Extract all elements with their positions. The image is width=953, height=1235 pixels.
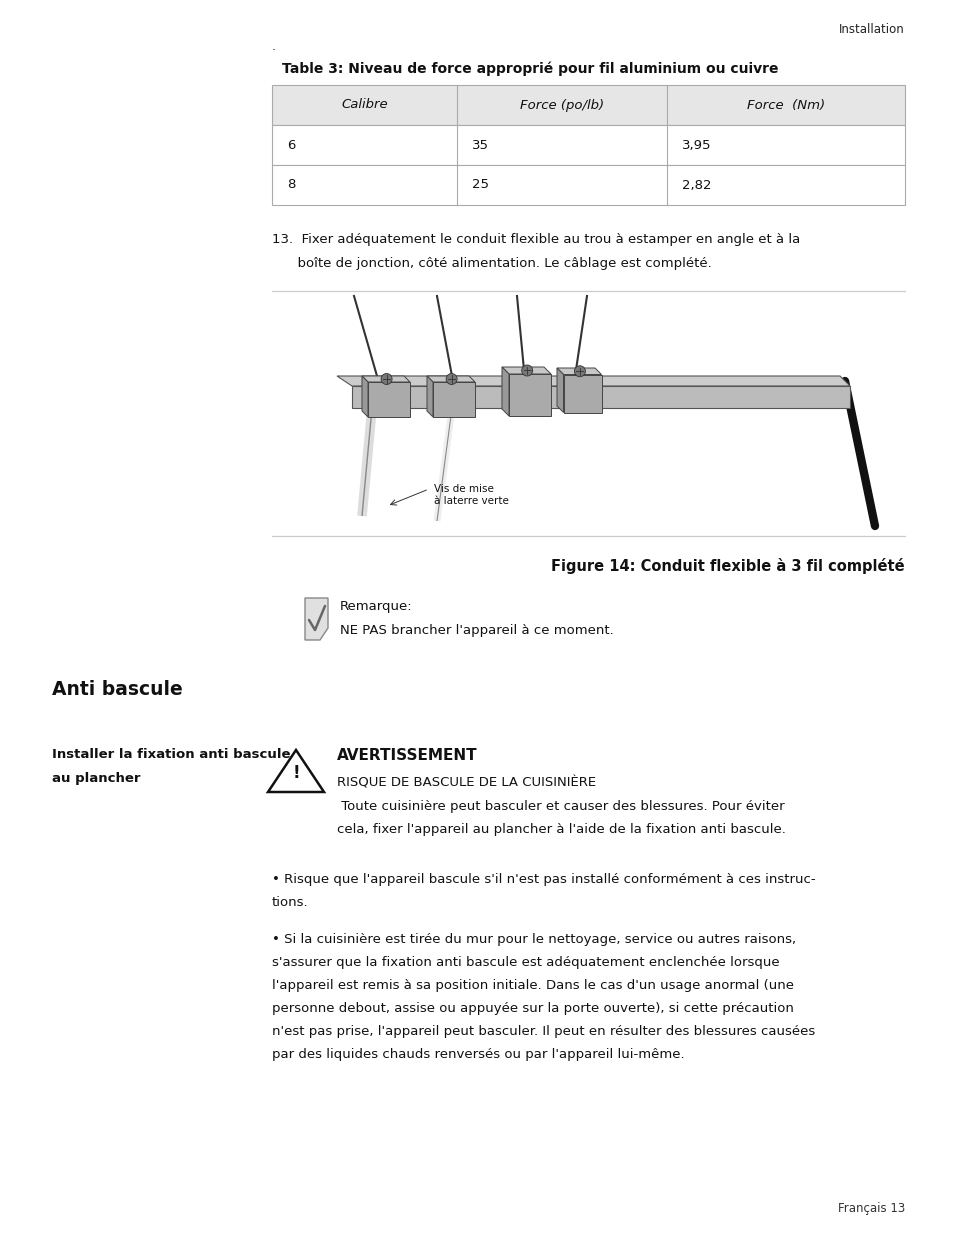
Text: tions.: tions. xyxy=(272,897,309,909)
Text: • Risque que l'appareil bascule s'il n'est pas installé conformément à ces instr: • Risque que l'appareil bascule s'il n'e… xyxy=(272,873,815,885)
Text: Installation: Installation xyxy=(839,23,904,36)
Text: NE PAS brancher l'appareil à ce moment.: NE PAS brancher l'appareil à ce moment. xyxy=(339,624,613,637)
Polygon shape xyxy=(557,368,563,412)
Text: 25: 25 xyxy=(472,179,489,191)
Text: 8: 8 xyxy=(287,179,295,191)
Text: Table 3: Niveau de force approprié pour fil aluminium ou cuivre: Table 3: Niveau de force approprié pour … xyxy=(282,62,778,77)
Text: Remarque:: Remarque: xyxy=(339,600,413,613)
Polygon shape xyxy=(352,387,849,408)
Text: 13.  Fixer adéquatement le conduit flexible au trou à estamper en angle et à la: 13. Fixer adéquatement le conduit flexib… xyxy=(272,233,800,246)
Polygon shape xyxy=(563,374,601,412)
Text: s'assurer que la fixation anti bascule est adéquatement enclenchée lorsque: s'assurer que la fixation anti bascule e… xyxy=(272,956,779,969)
Text: AVERTISSEMENT: AVERTISSEMENT xyxy=(336,748,477,763)
Polygon shape xyxy=(268,750,324,792)
Text: Vis de mise
à laterre verte: Vis de mise à laterre verte xyxy=(434,484,508,506)
Polygon shape xyxy=(501,367,551,374)
Text: Anti bascule: Anti bascule xyxy=(52,680,183,699)
Polygon shape xyxy=(509,374,551,416)
Text: au plancher: au plancher xyxy=(52,772,140,785)
Text: !: ! xyxy=(292,764,299,782)
Text: Force  (Nm): Force (Nm) xyxy=(746,99,824,111)
Text: .: . xyxy=(272,40,275,53)
FancyBboxPatch shape xyxy=(272,165,904,205)
Text: par des liquides chauds renversés ou par l'appareil lui-même.: par des liquides chauds renversés ou par… xyxy=(272,1049,684,1061)
Text: Figure 14: Conduit flexible à 3 fil complété: Figure 14: Conduit flexible à 3 fil comp… xyxy=(551,558,904,574)
Text: 2,82: 2,82 xyxy=(681,179,711,191)
Polygon shape xyxy=(305,598,328,640)
Circle shape xyxy=(446,373,456,384)
FancyBboxPatch shape xyxy=(272,85,904,125)
Text: boîte de jonction, côté alimentation. Le câblage est complété.: boîte de jonction, côté alimentation. Le… xyxy=(272,257,711,270)
Text: Installer la fixation anti bascule: Installer la fixation anti bascule xyxy=(52,748,291,761)
Polygon shape xyxy=(427,375,433,417)
Polygon shape xyxy=(433,382,475,417)
Polygon shape xyxy=(336,375,849,387)
Circle shape xyxy=(521,366,532,375)
Text: cela, fixer l'appareil au plancher à l'aide de la fixation anti bascule.: cela, fixer l'appareil au plancher à l'a… xyxy=(336,823,785,836)
Polygon shape xyxy=(368,382,410,417)
Polygon shape xyxy=(501,367,509,416)
Text: 3,95: 3,95 xyxy=(681,138,711,152)
Polygon shape xyxy=(557,368,601,374)
Text: 6: 6 xyxy=(287,138,295,152)
Text: l'appareil est remis à sa position initiale. Dans le cas d'un usage anormal (une: l'appareil est remis à sa position initi… xyxy=(272,979,793,992)
Circle shape xyxy=(574,366,585,377)
Polygon shape xyxy=(361,375,368,417)
Polygon shape xyxy=(427,375,475,382)
Text: RISQUE DE BASCULE DE LA CUISINIÈRE: RISQUE DE BASCULE DE LA CUISINIÈRE xyxy=(336,776,596,789)
Text: • Si la cuisinière est tirée du mur pour le nettoyage, service ou autres raisons: • Si la cuisinière est tirée du mur pour… xyxy=(272,932,796,946)
Text: Toute cuisinière peut basculer et causer des blessures. Pour éviter: Toute cuisinière peut basculer et causer… xyxy=(336,800,783,813)
Text: Français 13: Français 13 xyxy=(837,1202,904,1215)
Text: Force (po/lb): Force (po/lb) xyxy=(519,99,603,111)
Text: n'est pas prise, l'appareil peut basculer. Il peut en résulter des blessures cau: n'est pas prise, l'appareil peut bascule… xyxy=(272,1025,815,1037)
Text: 35: 35 xyxy=(472,138,489,152)
Circle shape xyxy=(380,373,392,384)
Text: Calibre: Calibre xyxy=(341,99,388,111)
Polygon shape xyxy=(361,375,410,382)
Text: personne debout, assise ou appuyée sur la porte ouverte), si cette précaution: personne debout, assise ou appuyée sur l… xyxy=(272,1002,793,1015)
FancyBboxPatch shape xyxy=(272,125,904,165)
